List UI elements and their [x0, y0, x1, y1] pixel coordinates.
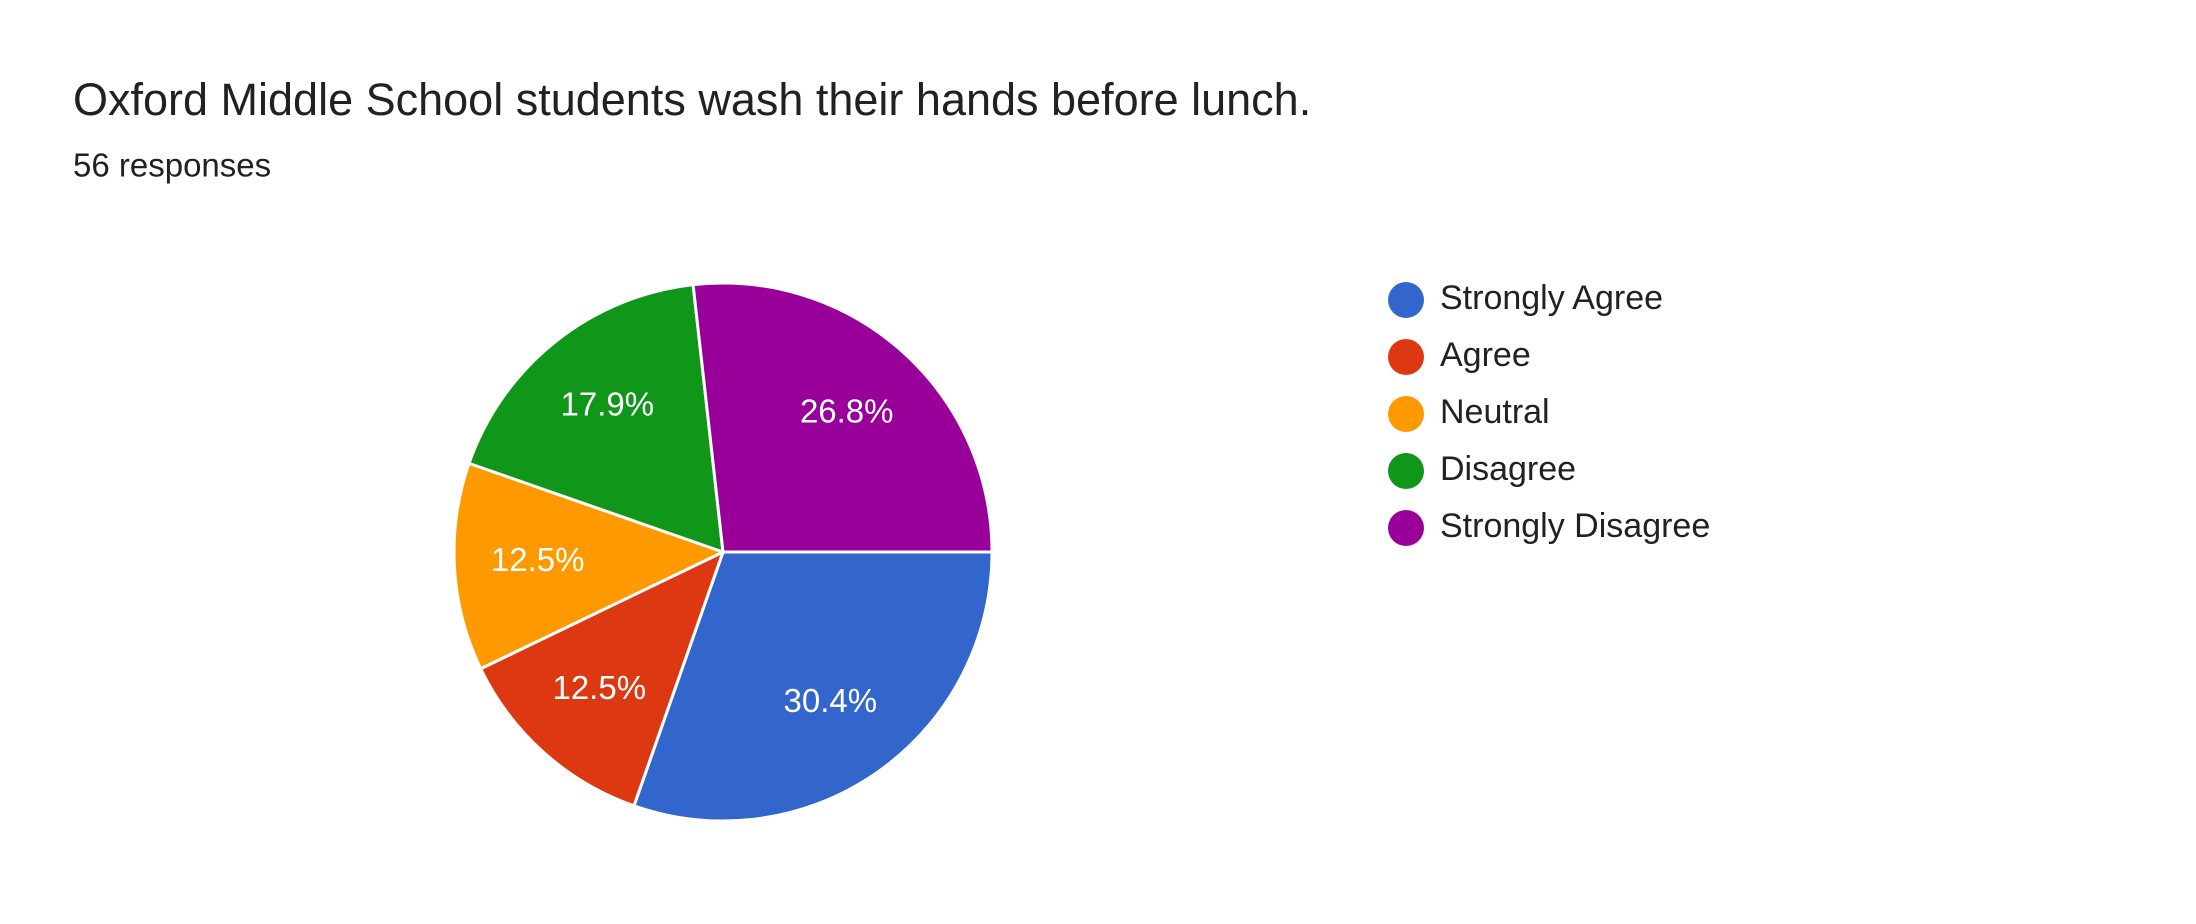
pie-slice: [632, 550, 994, 823]
legend-label: Disagree: [1440, 450, 1576, 488]
slice-label: 30.4%: [784, 682, 878, 719]
pie-slice: [467, 283, 725, 555]
chart-title: Oxford Middle School students wash their…: [73, 74, 1311, 125]
legend-label: Agree: [1440, 336, 1531, 374]
legend-label: Neutral: [1440, 393, 1550, 431]
legend-swatch: [1388, 510, 1424, 546]
slice-label: 12.5%: [552, 669, 646, 706]
slice-label: 17.9%: [560, 386, 654, 423]
pie-slice: [478, 549, 726, 808]
legend-label: Strongly Agree: [1440, 279, 1663, 317]
slice-label: 12.5%: [491, 541, 585, 578]
pie-slice: [691, 281, 994, 554]
pie-slice: [452, 461, 727, 671]
legend-label: Strongly Disagree: [1440, 507, 1710, 545]
slice-label: 26.8%: [800, 392, 894, 429]
chart-subtitle: 56 responses: [73, 147, 271, 184]
legend-swatch: [1388, 339, 1424, 375]
legend-swatch: [1388, 396, 1424, 432]
legend-swatch: [1388, 282, 1424, 318]
legend-swatch: [1388, 453, 1424, 489]
